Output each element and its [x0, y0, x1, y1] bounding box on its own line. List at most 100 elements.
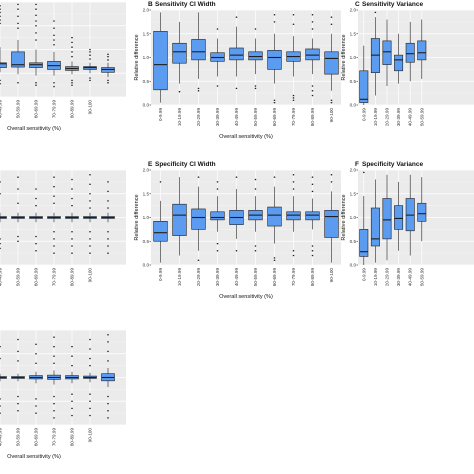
- box-40-49.99: [405, 42, 415, 63]
- outlier-point: [53, 238, 55, 240]
- box-80-89.99: [305, 211, 320, 221]
- box-40-49.99: [229, 47, 244, 61]
- y-tick-label: 0.0: [350, 103, 357, 108]
- panel-title: Specificity CI Width: [155, 161, 216, 168]
- outlier-point: [53, 417, 55, 419]
- x-tick-label: 0-9.99: [158, 108, 163, 121]
- x-tick-label: 80-89.99: [70, 428, 75, 447]
- outlier-point: [0, 19, 1, 21]
- outlier-point: [17, 202, 19, 205]
- outlier-point: [89, 364, 91, 367]
- box-50-59.99: [417, 202, 427, 222]
- outlier-point: [89, 348, 91, 350]
- outlier-point: [254, 249, 257, 252]
- outlier-point: [107, 81, 109, 84]
- x-tick-label: 80-89.99: [70, 268, 75, 287]
- outlier-point: [273, 257, 276, 259]
- outlier-point: [254, 188, 257, 190]
- x-tick-label: 10-19.99: [373, 268, 378, 287]
- outlier-point: [89, 54, 91, 56]
- x-tick-label: 50-59.99: [253, 108, 258, 127]
- outlier-point: [107, 409, 109, 412]
- outlier-point: [197, 176, 200, 178]
- outlier-point: [374, 11, 377, 14]
- outlier-point: [107, 245, 109, 247]
- panel-label: E: [148, 161, 153, 168]
- outlier-point: [273, 21, 276, 23]
- x-tick-label: 50-59.99: [419, 268, 424, 287]
- box-90-100: [324, 210, 339, 238]
- outlier-point: [35, 81, 37, 84]
- outlier-point: [53, 252, 55, 254]
- outlier-point: [273, 13, 276, 16]
- x-tick-label: 30-39.99: [396, 268, 401, 287]
- outlier-point: [89, 238, 91, 240]
- outlier-point: [71, 245, 73, 247]
- outlier-point: [197, 87, 200, 90]
- outlier-point: [89, 245, 91, 247]
- outlier-point: [35, 242, 37, 245]
- outlier-point: [17, 8, 19, 10]
- y-tick-label: 0.5: [350, 79, 357, 84]
- panel-c: 0.0 0.5 1.0 1.5 2.0 0-9.99 10-19.99 20-29.99 30-…: [341, 1, 474, 126]
- outlier-point: [311, 254, 314, 257]
- outlier-point: [35, 3, 37, 6]
- outlier-point: [0, 192, 1, 195]
- outlier-point: [89, 400, 91, 403]
- outlier-point: [71, 252, 73, 254]
- outlier-point: [311, 28, 314, 30]
- x-tick-label: 40-49.99: [0, 428, 3, 447]
- outlier-point: [311, 249, 314, 252]
- outlier-point: [35, 84, 37, 86]
- outlier-point: [53, 43, 55, 46]
- x-tick-label: 90-100: [329, 108, 334, 123]
- outlier-point: [35, 8, 37, 10]
- box-50-59.99: [248, 51, 263, 61]
- outlier-point: [35, 39, 37, 41]
- box-20-29.99: [191, 208, 206, 230]
- outlier-point: [216, 188, 219, 190]
- outlier-point: [178, 90, 181, 93]
- y-tick-label: 0.0: [143, 263, 150, 268]
- x-tick-label: 40-49.99: [408, 108, 413, 127]
- y-axis-title: Relative difference: [134, 194, 140, 240]
- outlier-point: [53, 345, 55, 348]
- outlier-point: [311, 190, 314, 193]
- x-tick-label: 70-79.99: [52, 428, 57, 447]
- x-tick-label: 70-79.99: [291, 268, 296, 287]
- panel-label: B: [148, 1, 153, 8]
- outlier-point: [235, 176, 238, 178]
- outlier-point: [71, 345, 73, 348]
- panel-f: 0.0 0.5 1.0 1.5 2.0 0-9.99 10-19.99 20-29.99 30-…: [341, 161, 474, 286]
- outlier-point: [53, 176, 55, 178]
- box-50-59.99: [417, 40, 427, 61]
- outlier-point: [89, 414, 91, 417]
- box-10-19.99: [172, 203, 187, 236]
- panel-label: C: [355, 1, 360, 8]
- outlier-point: [0, 357, 1, 360]
- outlier-point: [35, 249, 37, 252]
- outlier-point: [197, 259, 200, 262]
- outlier-point: [107, 360, 109, 362]
- outlier-point: [35, 204, 37, 207]
- outlier-point: [330, 181, 333, 183]
- outlier-point: [107, 333, 109, 336]
- x-tick-label: 50-59.99: [16, 100, 21, 119]
- outlier-point: [17, 81, 19, 84]
- outlier-point: [0, 5, 1, 7]
- outlier-point: [35, 24, 37, 27]
- outlier-point: [159, 181, 162, 183]
- outlier-point: [71, 204, 73, 207]
- box-0-9.99: [153, 31, 168, 91]
- panel-title: Sensitivity Variance: [362, 1, 423, 8]
- outlier-point: [0, 79, 1, 82]
- outlier-point: [17, 240, 19, 243]
- y-tick-label: 0.5: [143, 79, 150, 84]
- outlier-point: [107, 190, 109, 193]
- outlier-point: [35, 412, 37, 414]
- outlier-point: [53, 395, 55, 398]
- box-20-29.99: [191, 39, 206, 61]
- outlier-point: [71, 84, 73, 86]
- outlier-point: [107, 59, 109, 61]
- x-tick-label: 20-29.99: [196, 268, 201, 287]
